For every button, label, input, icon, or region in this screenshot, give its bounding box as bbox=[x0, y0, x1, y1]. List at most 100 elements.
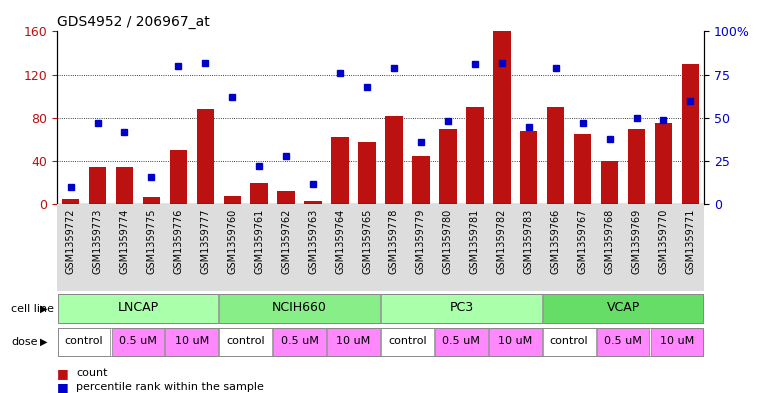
Text: GSM1359770: GSM1359770 bbox=[658, 209, 668, 274]
Text: GSM1359762: GSM1359762 bbox=[281, 209, 291, 274]
Text: GSM1359775: GSM1359775 bbox=[146, 209, 157, 274]
Bar bbox=[623, 204, 650, 291]
Text: control: control bbox=[550, 336, 588, 346]
Text: 10 uM: 10 uM bbox=[498, 336, 533, 346]
Text: GSM1359772: GSM1359772 bbox=[65, 209, 75, 274]
Bar bbox=[165, 328, 218, 356]
Bar bbox=[116, 167, 133, 204]
Bar bbox=[219, 204, 246, 291]
Bar bbox=[84, 204, 111, 291]
Text: ■: ■ bbox=[57, 380, 68, 393]
Bar bbox=[682, 64, 699, 204]
Bar bbox=[601, 161, 619, 204]
Text: GSM1359760: GSM1359760 bbox=[228, 209, 237, 274]
Bar bbox=[326, 204, 354, 291]
Bar bbox=[596, 204, 623, 291]
Bar bbox=[170, 150, 187, 204]
Text: 10 uM: 10 uM bbox=[175, 336, 209, 346]
Text: NCIH660: NCIH660 bbox=[272, 301, 327, 314]
Bar bbox=[435, 328, 488, 356]
Bar bbox=[412, 156, 430, 204]
Bar bbox=[574, 134, 591, 204]
Text: GSM1359771: GSM1359771 bbox=[686, 209, 696, 274]
Text: GSM1359777: GSM1359777 bbox=[200, 209, 210, 274]
Text: GSM1359769: GSM1359769 bbox=[632, 209, 642, 274]
Bar bbox=[520, 131, 537, 204]
Bar bbox=[304, 201, 322, 204]
Text: 10 uM: 10 uM bbox=[336, 336, 371, 346]
Text: GSM1359764: GSM1359764 bbox=[335, 209, 345, 274]
Text: 0.5 uM: 0.5 uM bbox=[119, 336, 157, 346]
Bar bbox=[219, 328, 272, 356]
Bar bbox=[278, 191, 295, 204]
Bar bbox=[407, 204, 435, 291]
Bar bbox=[651, 328, 703, 356]
Text: GSM1359773: GSM1359773 bbox=[93, 209, 103, 274]
Bar bbox=[58, 294, 218, 323]
Bar bbox=[493, 31, 511, 204]
Text: GSM1359766: GSM1359766 bbox=[551, 209, 561, 274]
Bar bbox=[111, 204, 138, 291]
Bar bbox=[165, 204, 192, 291]
Text: count: count bbox=[76, 368, 107, 378]
Bar bbox=[273, 328, 326, 356]
Bar bbox=[250, 183, 268, 204]
Bar bbox=[89, 167, 107, 204]
Text: percentile rank within the sample: percentile rank within the sample bbox=[76, 382, 264, 392]
Text: ■: ■ bbox=[57, 367, 68, 380]
Bar bbox=[327, 328, 380, 356]
Text: GSM1359778: GSM1359778 bbox=[389, 209, 399, 274]
Text: ▶: ▶ bbox=[40, 303, 47, 314]
Text: GDS4952 / 206967_at: GDS4952 / 206967_at bbox=[57, 15, 210, 29]
Text: VCAP: VCAP bbox=[607, 301, 640, 314]
Bar bbox=[358, 141, 376, 204]
Bar bbox=[650, 204, 677, 291]
Bar bbox=[466, 107, 483, 204]
Bar bbox=[381, 294, 542, 323]
Bar bbox=[272, 204, 300, 291]
Text: cell line: cell line bbox=[11, 303, 55, 314]
Bar bbox=[597, 328, 649, 356]
Text: GSM1359781: GSM1359781 bbox=[470, 209, 480, 274]
Bar bbox=[354, 204, 380, 291]
Text: GSM1359783: GSM1359783 bbox=[524, 209, 533, 274]
Bar bbox=[219, 294, 380, 323]
Bar bbox=[381, 328, 434, 356]
Bar bbox=[435, 204, 461, 291]
Bar bbox=[224, 196, 241, 204]
Bar bbox=[489, 328, 542, 356]
Bar bbox=[543, 204, 569, 291]
Text: dose: dose bbox=[11, 337, 38, 347]
Text: 0.5 uM: 0.5 uM bbox=[281, 336, 319, 346]
Text: GSM1359780: GSM1359780 bbox=[443, 209, 453, 274]
Bar bbox=[515, 204, 543, 291]
Bar bbox=[62, 199, 79, 204]
Text: GSM1359767: GSM1359767 bbox=[578, 209, 587, 274]
Text: control: control bbox=[388, 336, 427, 346]
Text: PC3: PC3 bbox=[449, 301, 473, 314]
Bar bbox=[192, 204, 219, 291]
Bar bbox=[489, 204, 515, 291]
Bar bbox=[142, 197, 160, 204]
Bar bbox=[461, 204, 489, 291]
Bar bbox=[543, 328, 596, 356]
Bar bbox=[543, 294, 703, 323]
Text: GSM1359782: GSM1359782 bbox=[497, 209, 507, 274]
Bar bbox=[628, 129, 645, 204]
Text: ▶: ▶ bbox=[40, 337, 47, 347]
Bar bbox=[58, 328, 110, 356]
Text: GSM1359768: GSM1359768 bbox=[604, 209, 615, 274]
Bar bbox=[569, 204, 596, 291]
Text: GSM1359765: GSM1359765 bbox=[362, 209, 372, 274]
Text: GSM1359776: GSM1359776 bbox=[174, 209, 183, 274]
Bar bbox=[385, 116, 403, 204]
Bar bbox=[380, 204, 407, 291]
Bar bbox=[246, 204, 272, 291]
Text: GSM1359763: GSM1359763 bbox=[308, 209, 318, 274]
Bar bbox=[677, 204, 704, 291]
Text: LNCAP: LNCAP bbox=[117, 301, 158, 314]
Text: control: control bbox=[227, 336, 265, 346]
Bar bbox=[196, 109, 214, 204]
Text: 0.5 uM: 0.5 uM bbox=[604, 336, 642, 346]
Bar bbox=[300, 204, 326, 291]
